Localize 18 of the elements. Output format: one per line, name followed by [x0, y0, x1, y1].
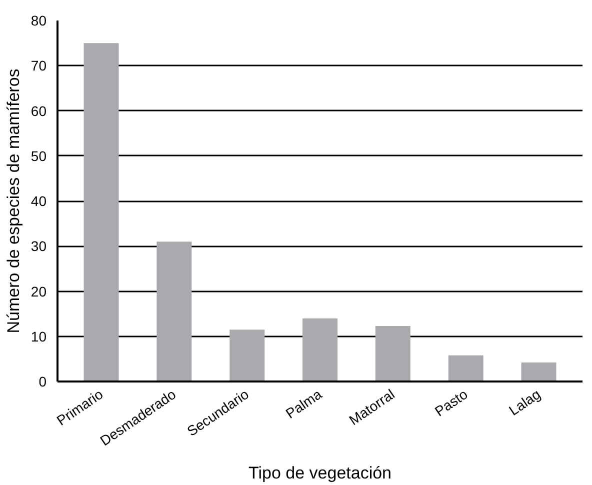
y-tick-label: 50 — [30, 148, 47, 164]
bar — [230, 330, 265, 382]
y-tick-label: 80 — [30, 12, 47, 28]
y-tick-label: 40 — [30, 193, 47, 209]
bar — [84, 43, 119, 382]
y-tick-label: 0 — [38, 374, 47, 390]
bar — [156, 242, 192, 382]
y-tick-label: 70 — [30, 58, 47, 74]
y-axis-title: Número de especies de mamíferos — [4, 68, 23, 334]
bar — [302, 318, 338, 382]
x-axis-title: Tipo de vegetación — [248, 463, 392, 482]
bar — [375, 326, 410, 382]
y-tick-label: 30 — [30, 238, 47, 254]
y-tick-label: 60 — [30, 102, 47, 119]
y-tick-label: 10 — [30, 328, 47, 344]
bar — [448, 355, 484, 382]
y-tick-label: 20 — [30, 283, 47, 300]
bar — [521, 362, 556, 382]
